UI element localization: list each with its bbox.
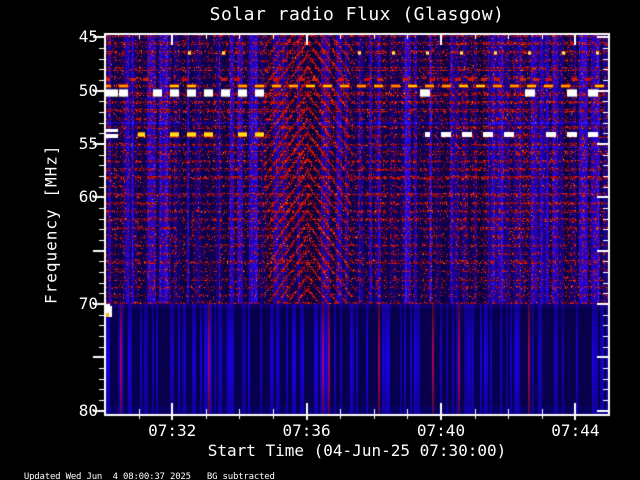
y-tick-label: 45	[78, 27, 98, 47]
bg-subtracted-label: BG subtracted	[206, 472, 275, 480]
y-tick-label: 70	[78, 294, 98, 314]
x-tick-label: 07:40	[416, 421, 466, 440]
status-bar: Updated Wed Jun 4 08:00:37 2025 BG subtra…	[3, 462, 291, 480]
y-tick-label: 60	[78, 187, 98, 207]
updated-timestamp: Updated Wed Jun 4 08:00:37 2025	[23, 472, 191, 480]
x-tick-label: 07:44	[551, 421, 600, 440]
x-axis-title: Start Time (04-Jun-25 07:30:00)	[207, 441, 507, 460]
chart-title: Solar radio Flux (Glasgow)	[209, 4, 505, 25]
x-tick-label: 07:32	[148, 421, 197, 440]
y-tick-label: 80	[78, 400, 98, 420]
x-tick-label: 07:36	[282, 421, 331, 440]
y-tick-label: 50	[78, 80, 98, 100]
y-tick-label: 55	[78, 133, 98, 153]
